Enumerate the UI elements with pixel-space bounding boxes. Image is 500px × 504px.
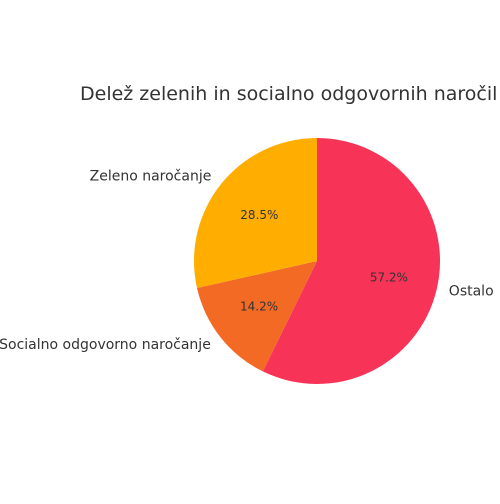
pie-pct-label-zeleno-narocanje: 28.5%: [240, 208, 278, 222]
pie-category-label-ostalo: Ostalo: [449, 284, 494, 300]
pie-slice-zeleno-narocanje: [193, 138, 317, 289]
slices-layer: [193, 138, 441, 384]
pie-category-label-zeleno-narocanje: Zeleno naročanje: [90, 169, 212, 185]
pie-pct-label-socialno-odgovorno-narocanje: 14.2%: [240, 300, 278, 314]
labels-layer: 57.2% Ostalo 14.2% Socialno odgovorno naroč…: [0, 169, 494, 353]
pie-slice-socialno-odgovorno-narocanje: [197, 261, 317, 372]
pie-category-label-socialno-odgovorno-narocanje: Socialno odgovorno naročanje: [0, 337, 211, 353]
pie-pct-label-ostalo: 57.2%: [370, 271, 408, 285]
chart-title: Delež zelenih in socialno odgovornih nar…: [80, 83, 500, 105]
pie-slice-ostalo: [262, 138, 441, 384]
